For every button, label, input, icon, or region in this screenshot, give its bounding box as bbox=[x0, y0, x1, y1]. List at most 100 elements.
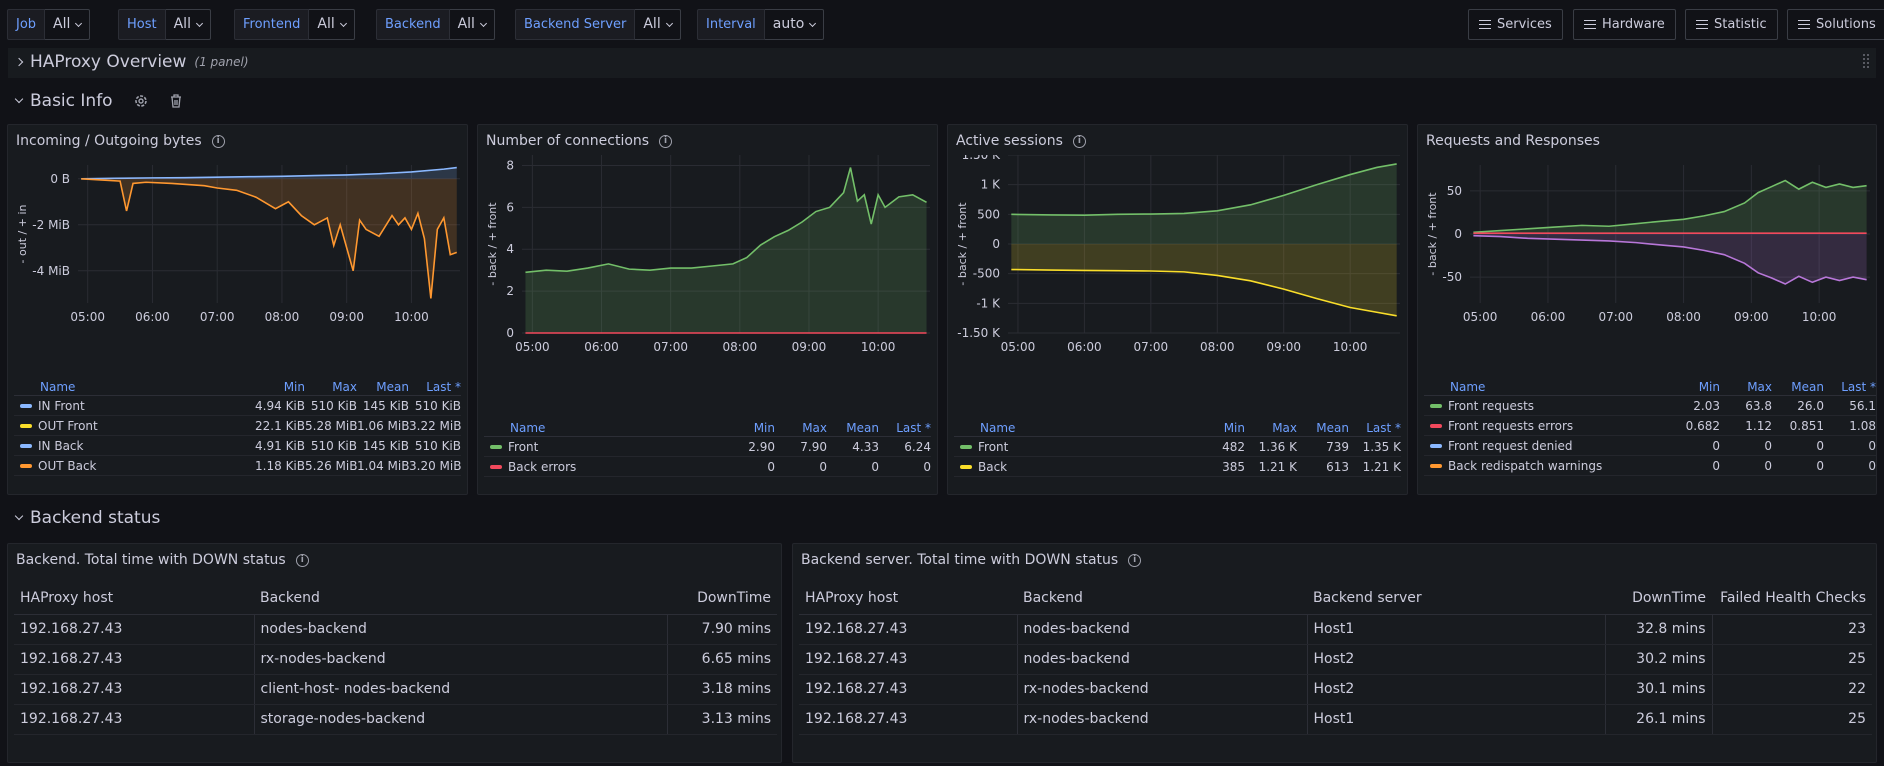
panel-title-text: Incoming / Outgoing bytes bbox=[16, 133, 202, 149]
cell-backend: nodes-backend bbox=[254, 614, 668, 645]
row-title: Basic Info bbox=[30, 91, 113, 111]
legend-row[interactable]: OUT Back 1.18 KiB 5.26 MiB 1.04 MiB 3.20 MiB bbox=[14, 456, 461, 476]
legend-value: 1.04 MiB bbox=[357, 458, 410, 473]
table-backend-server-down: HAProxy host Backend Backend server Down… bbox=[799, 582, 1872, 735]
panel-connections: Number of connections i 0 2 4 6 8 05:00 06:00 07… bbox=[477, 124, 938, 495]
panel-title-text: Requests and Responses bbox=[1426, 133, 1600, 149]
legend-series-name: OUT Back bbox=[14, 459, 253, 473]
row-backend-status[interactable]: Backend status bbox=[14, 508, 160, 528]
info-icon[interactable]: i bbox=[295, 553, 309, 567]
cell-failed-checks: 25 bbox=[1712, 644, 1872, 675]
column-header[interactable]: HAProxy host bbox=[799, 582, 1017, 615]
legend-header-row: Name Min Max Mean Last * bbox=[1424, 378, 1876, 396]
legend-value: Max bbox=[1747, 379, 1772, 394]
legend-row[interactable]: Front requests 2.03 63.8 26.0 56.1 bbox=[1424, 396, 1876, 416]
column-header[interactable]: DownTime bbox=[1605, 582, 1712, 615]
legend-label: Front requests errors bbox=[1448, 418, 1574, 433]
nav-link-services[interactable]: Services bbox=[1468, 9, 1563, 40]
legend-series-name: Front requests errors bbox=[1424, 419, 1668, 433]
info-icon[interactable]: i bbox=[1128, 553, 1142, 567]
column-header[interactable]: Backend server bbox=[1307, 582, 1605, 615]
legend-value: Mean bbox=[1791, 379, 1824, 394]
nav-link-hardware[interactable]: Hardware bbox=[1573, 9, 1676, 40]
legend-swatch bbox=[960, 444, 972, 449]
series-line bbox=[1473, 234, 1867, 285]
info-icon[interactable]: i bbox=[659, 134, 673, 148]
legend-value: 0 bbox=[923, 459, 931, 474]
legend-value: 0 bbox=[1816, 438, 1824, 453]
legend-value: 0 bbox=[1764, 458, 1772, 473]
row-panel-count: (1 panel) bbox=[194, 55, 249, 69]
x-tick-label: 10:00 bbox=[1802, 310, 1837, 324]
chevron-down-icon bbox=[479, 19, 487, 27]
variable-select-backend[interactable]: All bbox=[449, 9, 495, 40]
row-overview[interactable]: HAProxy Overview (1 panel) bbox=[14, 52, 249, 72]
table-row: 192.168.27.43 storage-nodes-backend 3.13 m… bbox=[14, 704, 777, 735]
variable-backend: Backend All bbox=[376, 9, 495, 40]
legend-series-name: Front requests bbox=[1424, 399, 1668, 413]
legend-row[interactable]: Back errors 0 0 0 0 bbox=[484, 457, 931, 477]
legend-swatch bbox=[20, 443, 32, 448]
legend-row[interactable]: Front 2.90 7.90 4.33 6.24 bbox=[484, 437, 931, 457]
chevron-down-icon bbox=[195, 19, 204, 27]
drag-handle-icon[interactable] bbox=[1862, 52, 1870, 72]
variable-select-host[interactable]: All bbox=[165, 9, 211, 40]
legend-value: 1.06 MiB bbox=[357, 418, 410, 433]
legend-header-row: Name Min Max Mean Last * bbox=[484, 419, 931, 437]
legend-row[interactable]: Front request denied 0 0 0 0 bbox=[1424, 436, 1876, 456]
column-header[interactable]: Failed Health Checks bbox=[1712, 582, 1872, 615]
legend-series-name: IN Back bbox=[14, 439, 253, 453]
chevron-right-icon bbox=[14, 57, 24, 67]
legend-label: Name bbox=[1450, 379, 1486, 394]
nav-link-statistic[interactable]: Statistic bbox=[1685, 9, 1778, 40]
variable-select-interval[interactable]: auto bbox=[764, 9, 825, 40]
legend-series-name: Back bbox=[954, 460, 1193, 474]
legend-swatch bbox=[20, 403, 32, 408]
panel-title: Incoming / Outgoing bytes i bbox=[16, 133, 225, 149]
legend: Name Min Max Mean Last * Front requests 2.03 63… bbox=[1424, 378, 1876, 476]
variable-select-frontend[interactable]: All bbox=[309, 9, 355, 40]
panel-title-text: Active sessions bbox=[956, 133, 1063, 149]
column-header[interactable]: HAProxy host bbox=[14, 582, 254, 615]
legend-header-row: Name Min Max Mean Last * bbox=[954, 419, 1401, 437]
table-row: 192.168.27.43 rx-nodes-backend Host2 30.1 m… bbox=[799, 674, 1872, 705]
chevron-down-icon bbox=[14, 511, 24, 521]
nav-link-solutions[interactable]: Solutions bbox=[1787, 9, 1884, 40]
legend-value: Mean bbox=[1316, 420, 1349, 435]
legend-swatch bbox=[1430, 403, 1442, 408]
legend-value: 145 KiB bbox=[362, 438, 409, 453]
legend-swatch bbox=[960, 464, 972, 469]
row-basic-info[interactable]: Basic Info bbox=[14, 91, 183, 111]
x-tick-label: 10:00 bbox=[861, 340, 896, 354]
legend-row[interactable]: Back 385 1.21 K 613 1.21 K bbox=[954, 457, 1401, 477]
y-tick-label: 0 B bbox=[50, 172, 70, 186]
variable-select-backend-server[interactable]: All bbox=[635, 9, 681, 40]
chart-requests-responses: 50 0 -50 05:00 06:00 07:00 08:00 09:00 10:00 - ba… bbox=[1426, 165, 1870, 324]
legend-row[interactable]: IN Back 4.91 KiB 510 KiB 145 KiB 510 KiB bbox=[14, 436, 461, 456]
legend-value: 482 bbox=[1222, 439, 1245, 454]
gear-icon[interactable] bbox=[133, 93, 149, 109]
column-header[interactable]: Backend bbox=[254, 582, 667, 615]
y-tick-label: 4 bbox=[506, 242, 514, 256]
x-tick-label: 05:00 bbox=[1463, 310, 1498, 324]
cell-backend: rx-nodes-backend bbox=[254, 644, 668, 675]
x-tick-label: 05:00 bbox=[1001, 340, 1036, 354]
legend-row[interactable]: IN Front 4.94 KiB 510 KiB 145 KiB 510 KiB bbox=[14, 396, 461, 416]
legend-value: 0.851 bbox=[1789, 418, 1824, 433]
legend-value: Min bbox=[1223, 420, 1245, 435]
column-header[interactable]: Backend bbox=[1017, 582, 1307, 615]
cell-downtime: 3.18 mins bbox=[667, 674, 777, 705]
info-icon[interactable]: i bbox=[211, 134, 225, 148]
legend-row[interactable]: Front requests errors 0.682 1.12 0.851 1.08 bbox=[1424, 416, 1876, 436]
y-tick-label: -1 K bbox=[976, 296, 1001, 310]
trash-icon[interactable] bbox=[169, 93, 183, 109]
legend-row[interactable]: OUT Front 22.1 KiB 5.28 MiB 1.06 MiB 3.22 Mi… bbox=[14, 416, 461, 436]
info-icon[interactable]: i bbox=[1072, 134, 1086, 148]
legend-value: 1.12 bbox=[1745, 418, 1772, 433]
legend-row[interactable]: Back redispatch warnings 0 0 0 0 bbox=[1424, 456, 1876, 476]
legend-row[interactable]: Front 482 1.36 K 739 1.35 K bbox=[954, 437, 1401, 457]
y-tick-label: 50 bbox=[1447, 184, 1462, 198]
column-header[interactable]: DownTime bbox=[667, 582, 777, 615]
variable-select-job[interactable]: All bbox=[45, 9, 91, 40]
table-row: 192.168.27.43 nodes-backend Host2 30.2 mins… bbox=[799, 644, 1872, 675]
